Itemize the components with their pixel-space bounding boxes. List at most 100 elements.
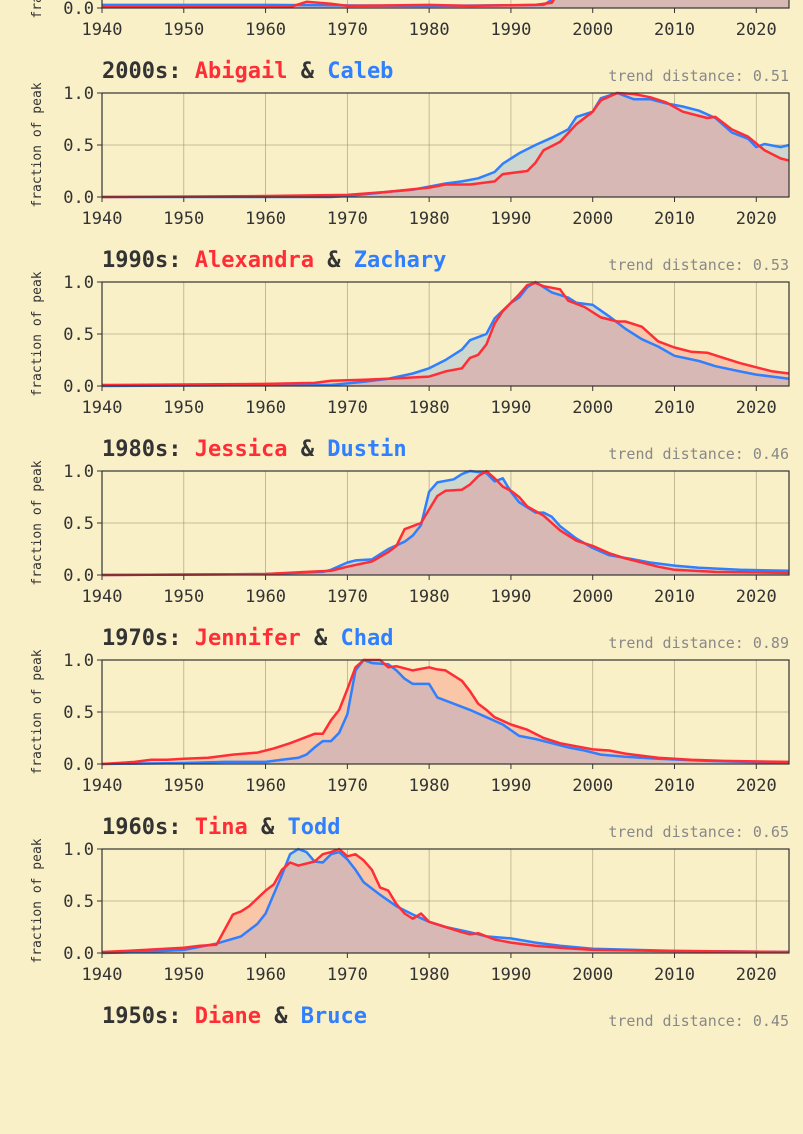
name-trend-panel: 2000s: Abigail & Caleb trend distance: 0.…: [0, 0, 803, 229]
y-tick-label: 1.0: [63, 651, 94, 671]
name-trend-panel: 1970s: Jennifer & Chad trend distance: 0.…: [0, 567, 803, 796]
x-tick-label: 1990: [490, 20, 531, 40]
title-name1: Jennifer: [194, 626, 301, 651]
x-tick-label: 1970: [327, 209, 368, 229]
title-sep: &: [300, 59, 314, 84]
series1-line: [102, 0, 556, 9]
x-tick-label: 2000: [572, 20, 613, 40]
x-tick-label: 1990: [490, 965, 531, 985]
name-trend-panel: 1950s: Diane & Bruce trend distance: 0.45: [0, 945, 803, 1134]
x-tick-label: 1950: [163, 587, 204, 607]
series1-line: [101, 281, 790, 387]
x-tick-label: 2000: [572, 965, 613, 985]
x-tick-label: 2020: [736, 20, 777, 40]
title-decade: 1990s:: [102, 248, 182, 273]
y-tick-label: 0.0: [63, 755, 94, 775]
x-tick-label: 1960: [245, 398, 286, 418]
name-trend-panel: 1960s: Tina & Todd trend distance: 0.65 19…: [0, 756, 803, 985]
y-tick-label: 0.0: [63, 0, 94, 19]
x-tick-label: 2000: [572, 587, 613, 607]
title-name2: Caleb: [327, 59, 394, 84]
trend-distance-label: trend distance: 0.89: [608, 634, 789, 652]
x-tick-label: 2010: [654, 965, 695, 985]
title-name2: Bruce: [300, 1004, 367, 1029]
overlap-area: [102, 660, 789, 764]
x-tick-label: 2020: [736, 587, 777, 607]
x-tick-label: 1960: [245, 20, 286, 40]
panel-title: 2000s: Abigail & Caleb: [102, 59, 393, 84]
series1-line: [101, 847, 790, 954]
title-name2: Dustin: [327, 437, 407, 462]
y-tick-label: 0.5: [63, 892, 94, 912]
x-tick-label: 2010: [654, 398, 695, 418]
title-sep: &: [327, 248, 341, 273]
x-tick-label: 1970: [327, 965, 368, 985]
y-tick-label: 0.0: [63, 377, 94, 397]
x-tick-label: 1980: [409, 776, 450, 796]
title-decade: 1960s:: [102, 815, 182, 840]
x-tick-label: 1940: [82, 776, 123, 796]
title-name1: Jessica: [194, 437, 288, 462]
name-trend-panel: 1980s: Jessica & Dustin trend distance: 0…: [0, 378, 803, 607]
x-tick-label: 2000: [572, 398, 613, 418]
x-tick-label: 1990: [490, 776, 531, 796]
x-tick-label: 2010: [654, 776, 695, 796]
overlap-area: [102, 93, 789, 197]
title-sep: &: [274, 1004, 288, 1029]
title-sep: &: [313, 626, 328, 651]
x-tick-label: 2000: [572, 209, 613, 229]
trend-distance-label: trend distance: 0.51: [608, 67, 789, 85]
panel-title: 1990s: Alexandra & Zachary: [102, 248, 446, 273]
y-tick-label: 1.0: [63, 84, 94, 104]
x-tick-label: 1950: [163, 398, 204, 418]
series2-line: [101, 847, 790, 955]
x-tick-label: 1990: [490, 209, 531, 229]
title-name1: Alexandra: [194, 248, 314, 273]
trend-distance-label: trend distance: 0.46: [608, 445, 789, 463]
x-tick-label: 1960: [245, 776, 286, 796]
panel-title: 1970s: Jennifer & Chad: [102, 626, 393, 651]
y-tick-label: 0.5: [63, 136, 94, 156]
x-tick-label: 1970: [327, 776, 368, 796]
x-tick-label: 1960: [245, 587, 286, 607]
overlap-area: [102, 0, 789, 8]
x-tick-label: 1970: [327, 20, 368, 40]
x-tick-label: 1950: [163, 20, 204, 40]
x-tick-label: 1980: [409, 587, 450, 607]
title-sep: &: [300, 437, 314, 462]
x-tick-label: 1960: [245, 965, 286, 985]
series2-line: [101, 658, 790, 766]
x-tick-label: 2020: [736, 776, 777, 796]
y-tick-label: 0.0: [63, 566, 94, 586]
x-tick-label: 1940: [82, 965, 123, 985]
x-tick-label: 2010: [654, 209, 695, 229]
title-name1: Diane: [194, 1004, 261, 1029]
y-tick-label: 0.5: [63, 325, 94, 345]
overlap-area: [102, 283, 789, 386]
overlap-area: [102, 473, 789, 575]
x-tick-label: 2000: [572, 776, 613, 796]
x-tick-label: 1980: [409, 20, 450, 40]
x-tick-label: 2010: [654, 587, 695, 607]
x-tick-label: 1990: [490, 587, 531, 607]
overlap-area: [102, 852, 789, 953]
x-tick-label: 1980: [409, 209, 450, 229]
x-tick-label: 1980: [409, 398, 450, 418]
x-tick-label: 1950: [163, 776, 204, 796]
title-name1: Abigail: [194, 59, 288, 84]
x-tick-label: 1970: [327, 398, 368, 418]
title-name2: Todd: [287, 815, 341, 840]
series1-line: [101, 91, 790, 199]
x-tick-label: 1940: [82, 209, 123, 229]
plot-svg: 1940195019601970198019902000201020200.00…: [30, 0, 790, 40]
x-tick-label: 2020: [736, 965, 777, 985]
y-tick-label: 1.0: [63, 273, 94, 293]
title-decade: 2000s:: [102, 59, 182, 84]
y-tick-label: 1.0: [63, 462, 94, 482]
x-tick-label: 1940: [82, 20, 123, 40]
x-tick-label: 1940: [82, 398, 123, 418]
panel-title: 1950s: Diane & Bruce: [102, 1004, 367, 1029]
title-name2: Zachary: [353, 248, 447, 273]
